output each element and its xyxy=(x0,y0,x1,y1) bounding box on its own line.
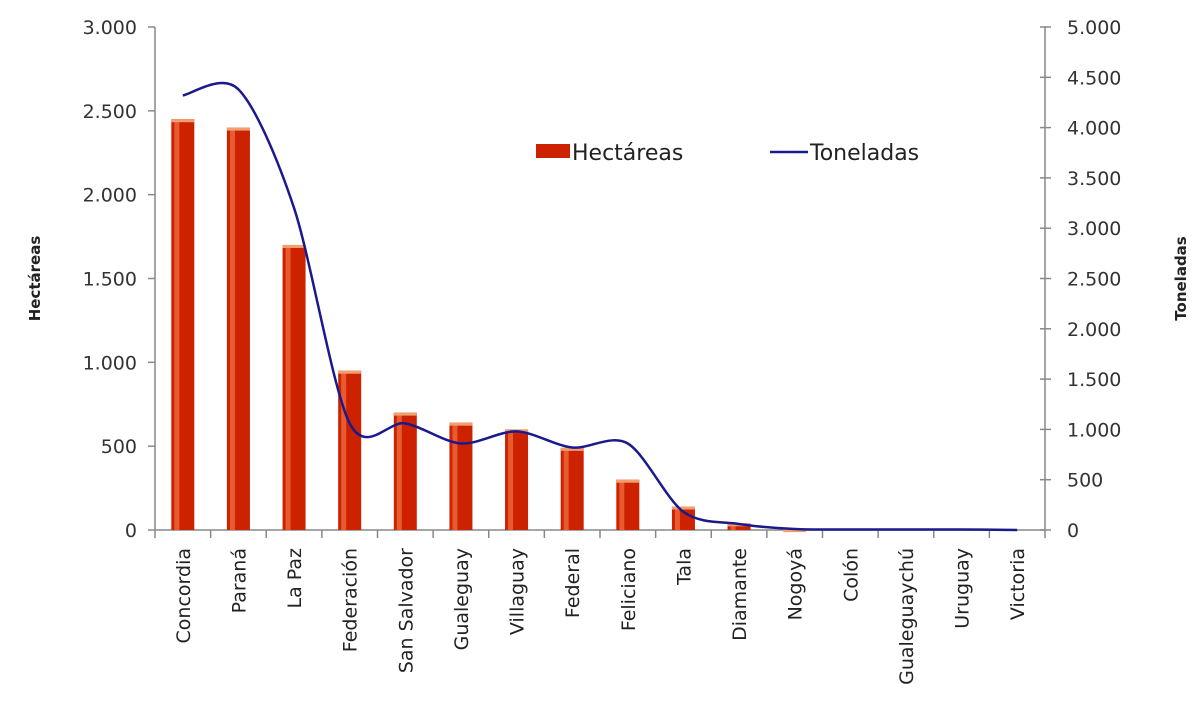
x-tick-label: Tala xyxy=(673,548,695,586)
bar-top xyxy=(783,529,807,533)
x-tick-label: Villaguay xyxy=(507,548,529,635)
bar-highlight xyxy=(674,506,680,530)
x-tick-label: Federación xyxy=(340,548,362,652)
bar-top xyxy=(393,412,417,416)
bar-top xyxy=(282,244,306,248)
x-tick-label: Nogoyá xyxy=(785,548,807,620)
y2-tick-label: 3.000 xyxy=(1067,218,1121,240)
legend: Hectáreas Toneladas xyxy=(536,141,919,166)
y-tick-label: 3.000 xyxy=(83,17,137,39)
x-tick-label: La Paz xyxy=(284,548,306,609)
x-tick-label: Federal xyxy=(562,548,584,618)
x-tick-label: Diamante xyxy=(729,548,751,641)
legend-label-hectareas: Hectáreas xyxy=(572,141,683,166)
bar-top xyxy=(449,422,473,426)
bar-top xyxy=(616,479,640,483)
x-tick-label: Colón xyxy=(840,548,862,602)
bar-highlight xyxy=(396,412,402,530)
y-axis-left: 0 500 1.000 1.500 2.000 2.500 3.000 xyxy=(83,17,156,542)
x-tick-label: Gualeguay xyxy=(451,548,473,650)
bar-top xyxy=(671,506,695,510)
y-axis-right: 0 500 1.000 1.500 2.000 2.500 3.000 3.500 4.000 4… xyxy=(1040,17,1121,542)
y2-tick-label: 1.000 xyxy=(1067,419,1121,441)
bar-highlight xyxy=(563,447,569,530)
x-tick-label: Concordia xyxy=(173,548,195,643)
line-series xyxy=(182,81,1018,532)
bar-top xyxy=(338,370,362,374)
legend-swatch-hectareas xyxy=(536,144,570,158)
bar-highlight xyxy=(285,244,291,530)
x-tick-label: Uruguay xyxy=(952,548,974,629)
y2-tick-label: 2.500 xyxy=(1067,269,1121,291)
y2-tick-label: 2.000 xyxy=(1067,319,1121,341)
bar-highlight xyxy=(229,127,235,530)
x-tick-label: Victoria xyxy=(1007,548,1029,620)
x-axis: Concordia Paraná La Paz Federación San Salva… xyxy=(154,529,1046,685)
bar-top xyxy=(226,127,250,131)
bar-highlight xyxy=(341,370,347,530)
y2-tick-label: 4.500 xyxy=(1067,67,1121,89)
bar xyxy=(727,523,751,530)
bar-highlight xyxy=(619,479,625,530)
bar-highlight xyxy=(730,523,736,530)
bar-series xyxy=(171,119,807,533)
x-tick-label: Gualeguaychú xyxy=(896,548,918,685)
y2-axis-title: Toneladas xyxy=(1172,236,1190,321)
y-tick-label: 1.500 xyxy=(83,269,137,291)
y2-tick-label: 0 xyxy=(1067,520,1079,542)
bar-highlight xyxy=(508,429,514,530)
bar-highlight xyxy=(174,119,180,530)
y-tick-label: 2.500 xyxy=(83,101,137,123)
legend-label-toneladas: Toneladas xyxy=(809,141,919,166)
y-tick-label: 1.000 xyxy=(83,352,137,374)
y2-tick-label: 5.000 xyxy=(1067,17,1121,39)
bar-top xyxy=(171,119,195,123)
y2-tick-label: 1.500 xyxy=(1067,369,1121,391)
y2-tick-label: 500 xyxy=(1067,470,1103,492)
bar-highlight xyxy=(452,422,458,530)
x-tick-label: San Salvador xyxy=(395,548,417,673)
y-axis-title: Hectáreas xyxy=(26,236,44,322)
y-tick-label: 500 xyxy=(101,436,137,458)
line-toneladas xyxy=(182,81,1018,532)
y-tick-label: 2.000 xyxy=(83,185,137,207)
x-tick-label: Feliciano xyxy=(618,548,640,631)
y2-tick-label: 3.500 xyxy=(1067,168,1121,190)
y-tick-label: 0 xyxy=(125,520,137,542)
bar-top xyxy=(560,447,584,451)
x-tick-label: Paraná xyxy=(228,548,250,613)
y2-tick-label: 4.000 xyxy=(1067,118,1121,140)
